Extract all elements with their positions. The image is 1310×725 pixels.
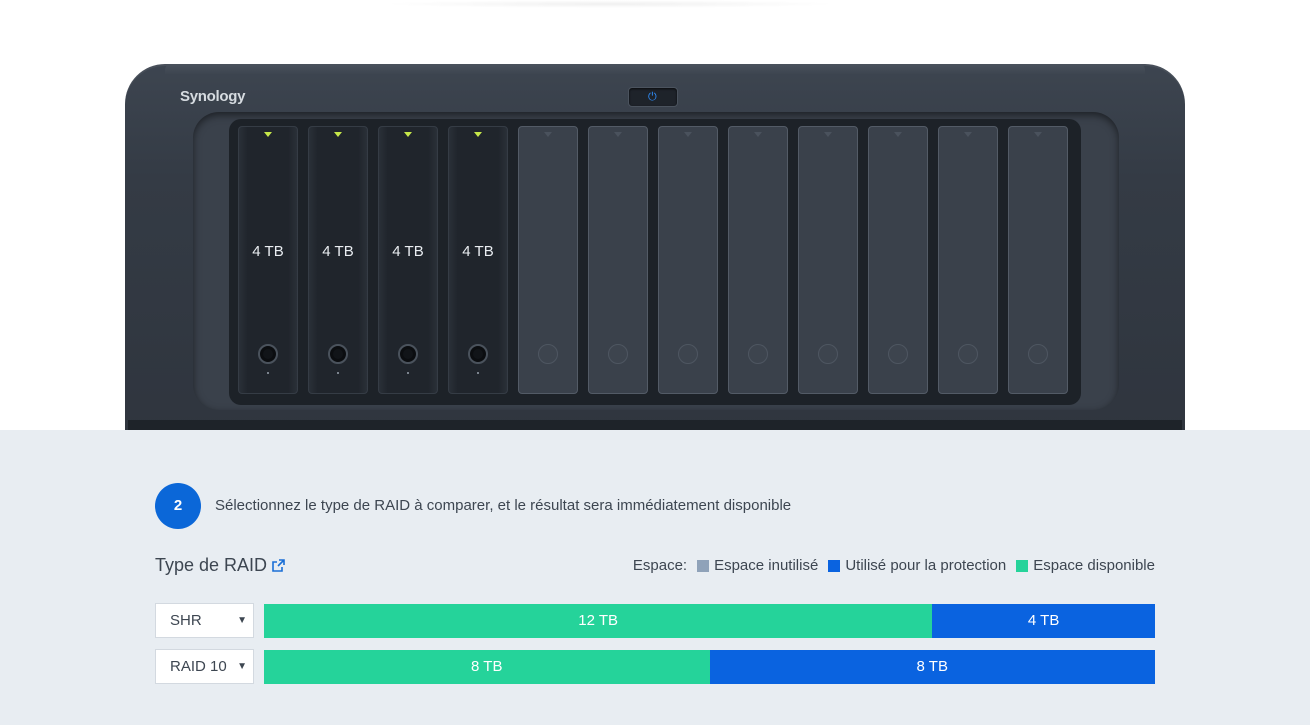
- space-legend: Espace: Espace inutilisé Utilisé pour la…: [633, 557, 1155, 574]
- drive-slot-empty[interactable]: [1008, 126, 1068, 394]
- raid-select-value: SHR: [170, 612, 202, 629]
- legend-label: Espace:: [632, 557, 688, 574]
- legend-swatch-unused: [697, 559, 710, 572]
- power-button[interactable]: ⏻: [628, 87, 678, 107]
- drive-lock-icon: [1028, 344, 1048, 364]
- legend-unused: Espace inutilisé: [714, 557, 819, 574]
- drive-indicator-dot: [337, 372, 339, 374]
- drive-lock-icon: [888, 344, 908, 364]
- drive-led-icon: [264, 132, 272, 137]
- capacity-bar-1: 12 TB 4 TB: [264, 604, 1155, 638]
- drive-bay: 4 TB 4 TB 4 TB 4 TB: [229, 119, 1081, 405]
- drive-slot-empty[interactable]: [868, 126, 928, 394]
- raid-type-title: Type de RAID: [155, 555, 268, 575]
- drive-slot-empty[interactable]: [518, 126, 578, 394]
- drive-slot-empty[interactable]: [938, 126, 998, 394]
- step-instruction: Sélectionnez le type de RAID à comparer,…: [215, 497, 792, 514]
- drive-capacity: 4 TB: [252, 243, 284, 260]
- drive-lock-icon: [468, 344, 488, 364]
- drive-capacity: 4 TB: [322, 243, 354, 260]
- protection-segment: 8 TB: [709, 650, 1155, 684]
- legend-swatch-available: [1016, 559, 1029, 572]
- nas-base: [128, 420, 1182, 432]
- drive-slot-empty[interactable]: [588, 126, 648, 394]
- drive-led-icon: [964, 132, 972, 137]
- legend-swatch-protection: [828, 559, 841, 572]
- raid-select-value: RAID 10: [170, 658, 227, 675]
- dropdown-arrow-icon: ▼: [237, 615, 247, 626]
- available-segment: 12 TB: [264, 604, 933, 638]
- top-shadow: [380, 0, 840, 8]
- drive-led-icon: [754, 132, 762, 137]
- drive-lock-icon: [538, 344, 558, 364]
- drive-lock-icon: [608, 344, 628, 364]
- drive-lock-icon: [678, 344, 698, 364]
- protection-segment: 4 TB: [932, 604, 1155, 638]
- step-badge: 2: [155, 483, 201, 529]
- drive-lock-icon: [818, 344, 838, 364]
- brand-logo: Synology: [180, 88, 246, 105]
- drive-indicator-dot: [407, 372, 409, 374]
- raid-type-heading: Type de RAID: [155, 555, 285, 577]
- drive-led-icon: [544, 132, 552, 137]
- dropdown-arrow-icon: ▼: [237, 661, 247, 672]
- capacity-bar-2: 8 TB 8 TB: [264, 650, 1155, 684]
- external-link-icon[interactable]: [272, 556, 285, 577]
- drive-lock-icon: [398, 344, 418, 364]
- drive-led-icon: [474, 132, 482, 137]
- drive-led-icon: [894, 132, 902, 137]
- legend-available: Espace disponible: [1033, 557, 1155, 574]
- available-segment: 8 TB: [264, 650, 710, 684]
- drive-lock-icon: [328, 344, 348, 364]
- drive-slot-installed[interactable]: 4 TB: [448, 126, 508, 394]
- power-icon: ⏻: [648, 91, 657, 103]
- drive-led-icon: [684, 132, 692, 137]
- drive-slot-installed[interactable]: 4 TB: [378, 126, 438, 394]
- drive-indicator-dot: [267, 372, 269, 374]
- drive-slot-empty[interactable]: [728, 126, 788, 394]
- raid-select-2[interactable]: RAID 10 ▼: [155, 649, 254, 684]
- nas-top-edge: [165, 64, 1145, 74]
- drive-slot-installed[interactable]: 4 TB: [238, 126, 298, 394]
- nas-device: Synology ⏻ 4 TB 4 TB 4 TB 4 TB: [125, 64, 1185, 444]
- drive-led-icon: [614, 132, 622, 137]
- drive-lock-icon: [958, 344, 978, 364]
- drive-capacity: 4 TB: [392, 243, 424, 260]
- drive-led-icon: [404, 132, 412, 137]
- drive-slot-empty[interactable]: [658, 126, 718, 394]
- drive-led-icon: [824, 132, 832, 137]
- drive-led-icon: [1034, 132, 1042, 137]
- legend-protection: Utilisé pour la protection: [845, 557, 1007, 574]
- raid-select-1[interactable]: SHR ▼: [155, 603, 254, 638]
- drive-lock-icon: [748, 344, 768, 364]
- drive-capacity: 4 TB: [462, 243, 494, 260]
- drive-indicator-dot: [477, 372, 479, 374]
- drive-led-icon: [334, 132, 342, 137]
- config-panel: 2 Sélectionnez le type de RAID à compare…: [0, 430, 1310, 725]
- drive-slot-empty[interactable]: [798, 126, 858, 394]
- drive-lock-icon: [258, 344, 278, 364]
- drive-slot-installed[interactable]: 4 TB: [308, 126, 368, 394]
